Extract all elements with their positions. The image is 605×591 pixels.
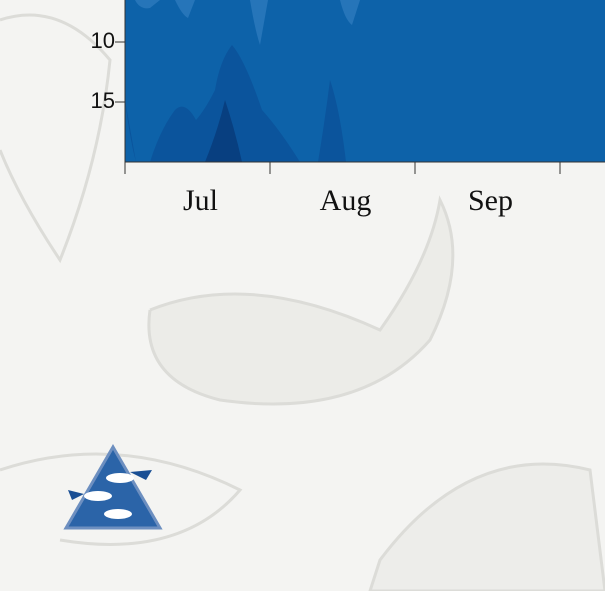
x-tick-label: Jul bbox=[183, 184, 218, 217]
contour-level bbox=[125, 45, 300, 162]
contour-level bbox=[125, 0, 360, 45]
plot-area bbox=[125, 0, 605, 162]
contour-level bbox=[318, 80, 346, 162]
logo bbox=[63, 444, 163, 530]
x-tick-label: Aug bbox=[320, 184, 372, 217]
x-tick-label: Sep bbox=[468, 184, 513, 217]
contour-level bbox=[205, 100, 242, 162]
y-tick-label: 15 bbox=[91, 88, 115, 113]
background-art bbox=[0, 13, 605, 591]
y-tick-label: 10 bbox=[91, 28, 115, 53]
